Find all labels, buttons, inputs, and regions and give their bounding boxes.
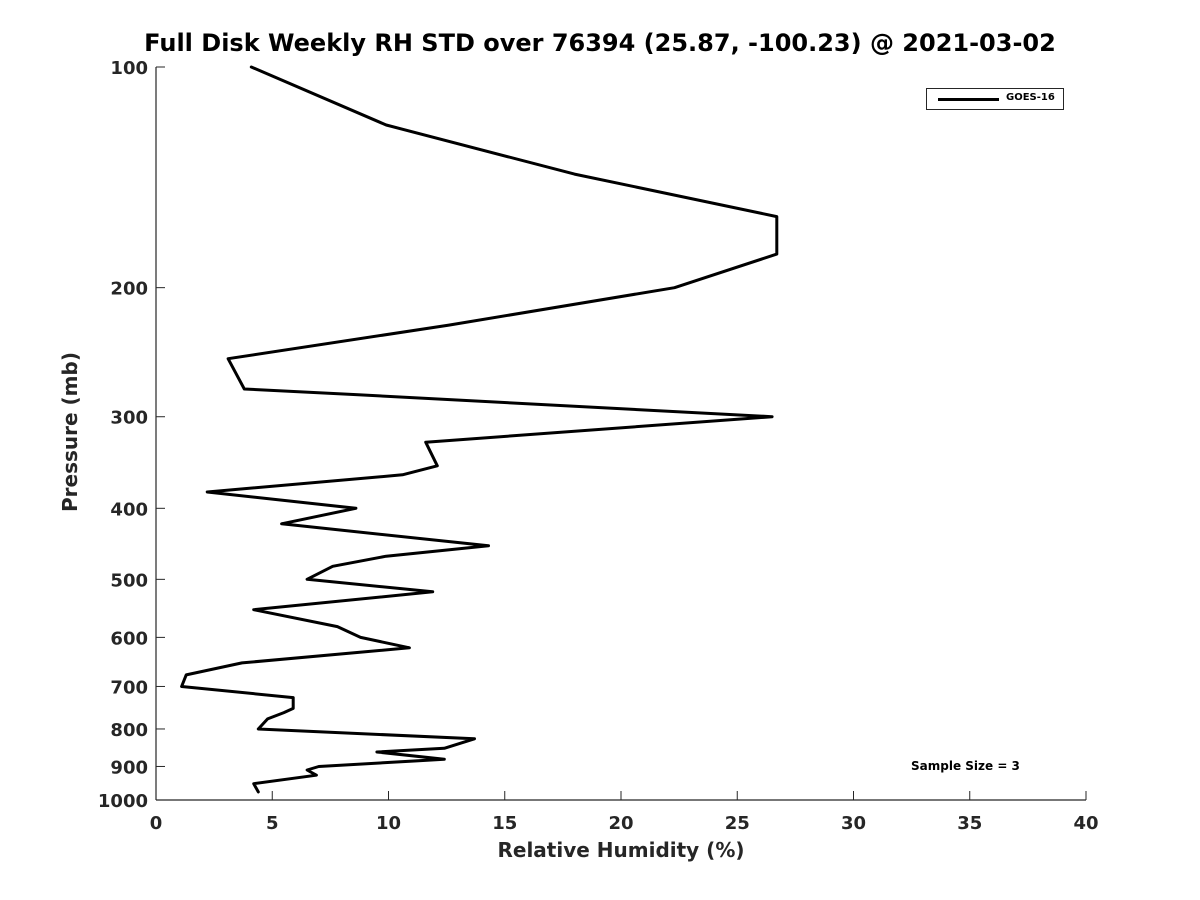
y-tick-label: 400 <box>110 499 148 520</box>
x-axis-label: Relative Humidity (%) <box>497 838 745 862</box>
y-tick-label: 500 <box>110 570 148 591</box>
y-tick-label: 100 <box>110 58 148 79</box>
chart-title: Full Disk Weekly RH STD over 76394 (25.8… <box>144 29 1056 57</box>
y-tick-label: 800 <box>110 720 148 741</box>
x-tick-label: 20 <box>608 813 633 834</box>
series-line-goes-16 <box>180 65 779 794</box>
x-tick-label: 40 <box>1073 813 1098 834</box>
x-tick-label: 15 <box>492 813 517 834</box>
axes <box>155 67 1086 801</box>
x-tick-label: 0 <box>150 813 163 834</box>
x-ticks: 0 5 10 15 20 25 30 35 40 <box>150 791 1099 834</box>
y-tick-label: 600 <box>110 628 148 649</box>
x-tick-label: 10 <box>376 813 401 834</box>
legend-swatch <box>938 98 999 101</box>
sample-size-annotation: Sample Size = 3 <box>911 759 1020 773</box>
data-points <box>182 67 777 792</box>
y-ticks: 100 200 300 400 500 600 700 800 900 1000 <box>98 58 165 812</box>
y-tick-label: 200 <box>110 279 148 300</box>
x-tick-label: 5 <box>266 813 279 834</box>
x-tick-label: 30 <box>841 813 866 834</box>
y-tick-label: 900 <box>110 757 148 778</box>
x-tick-label: 35 <box>957 813 982 834</box>
y-tick-label: 300 <box>110 408 148 429</box>
x-tick-label: 25 <box>725 813 750 834</box>
y-tick-label: 1000 <box>98 791 148 812</box>
y-axis-label: Pressure (mb) <box>58 352 82 512</box>
legend-label: GOES-16 <box>1006 92 1055 103</box>
legend: GOES-16 <box>926 88 1064 110</box>
y-tick-label: 700 <box>110 677 148 698</box>
